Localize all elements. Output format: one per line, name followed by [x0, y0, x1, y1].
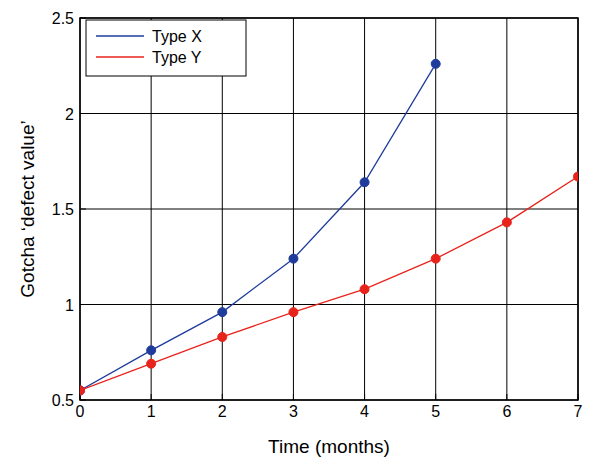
- chart: 0 1 2 3 4 5 6 7 0.5 1 1.5 2 2.5 Time (months) Gotcha ‘…: [0, 0, 600, 474]
- x-tick: [435, 394, 436, 400]
- series-point: [360, 178, 369, 187]
- legend-box: [86, 20, 246, 76]
- legend-swatch: [96, 35, 144, 36]
- series-point: [80, 386, 85, 395]
- y-axis-label: Gotcha ‘defect value’: [17, 120, 38, 297]
- y-tick: [80, 304, 86, 305]
- y-grid-line: [80, 304, 578, 305]
- series-point: [147, 346, 156, 355]
- series-point: [289, 254, 298, 263]
- series-point: [502, 218, 511, 227]
- x-tick: [151, 394, 152, 400]
- y-tick-label: 2: [65, 106, 74, 123]
- series-point: [574, 172, 579, 181]
- y-tick-label: 2.5: [52, 10, 74, 27]
- y-grid-line: [80, 209, 578, 210]
- x-tick-label: 1: [147, 403, 156, 420]
- x-tick: [506, 394, 507, 400]
- series-point: [289, 308, 298, 317]
- series-point: [360, 285, 369, 294]
- y-grid-line: [80, 113, 578, 114]
- series-line: [80, 177, 578, 391]
- x-tick-label: 3: [289, 403, 298, 420]
- y-tick-label: 0.5: [52, 392, 74, 409]
- y-tick: [80, 113, 86, 114]
- series-point: [431, 254, 440, 263]
- x-axis-label: Time (months): [268, 436, 390, 457]
- x-tick-label: 2: [218, 403, 227, 420]
- x-tick: [293, 394, 294, 400]
- legend-label: Type X: [152, 28, 202, 45]
- legend-swatch: [96, 56, 144, 57]
- x-tick-label: 0: [76, 403, 85, 420]
- series-point: [147, 359, 156, 368]
- legend-label: Type Y: [152, 49, 202, 66]
- x-tick: [222, 394, 223, 400]
- x-tick-label: 7: [574, 403, 583, 420]
- plot-background: [80, 18, 578, 400]
- legend: Type X Type Y: [86, 20, 246, 76]
- y-tick-label: 1: [65, 297, 74, 314]
- x-tick-label: 4: [360, 403, 369, 420]
- x-tick-label: 5: [431, 403, 440, 420]
- y-tick-label: 1.5: [52, 201, 74, 218]
- plot-frame: [80, 18, 578, 400]
- y-tick: [80, 209, 86, 210]
- series-line: [80, 64, 436, 391]
- series-group: [80, 59, 578, 395]
- x-tick-label: 6: [502, 403, 511, 420]
- series-point: [218, 308, 227, 317]
- x-tick: [364, 394, 365, 400]
- series-point: [431, 59, 440, 68]
- series-point: [80, 386, 85, 395]
- series-point: [218, 332, 227, 341]
